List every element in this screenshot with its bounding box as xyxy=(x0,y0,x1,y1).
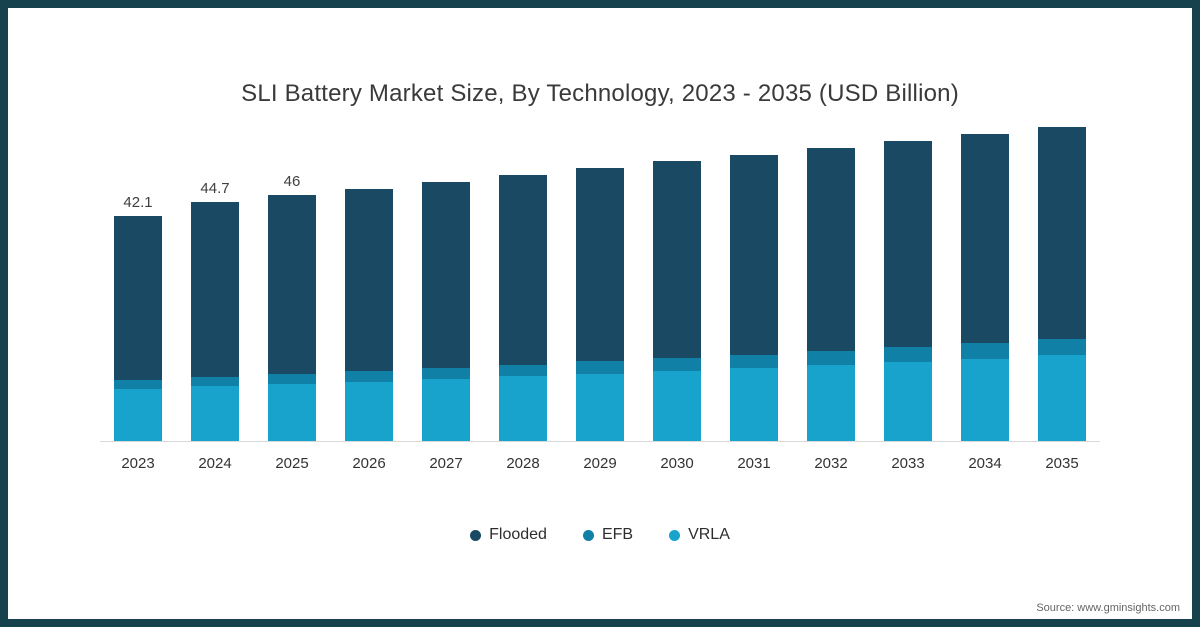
x-tick-2035: 2035 xyxy=(1045,455,1079,472)
segment-vrla-2024 xyxy=(191,386,239,441)
segment-vrla-2030 xyxy=(653,370,701,441)
segment-vrla-2025 xyxy=(268,384,316,441)
segment-vrla-2035 xyxy=(1038,355,1086,441)
segment-efb-2027 xyxy=(422,367,470,379)
segment-efb-2031 xyxy=(730,354,778,369)
bar-2026 xyxy=(345,188,393,441)
source-text: Source: www.gminsights.com xyxy=(1036,602,1180,614)
segment-vrla-2031 xyxy=(730,368,778,441)
legend-item-efb: EFB xyxy=(582,526,634,544)
bar-2031 xyxy=(730,154,778,441)
x-tick-2030: 2030 xyxy=(660,455,694,472)
bar-2033 xyxy=(884,140,932,441)
bar-2035 xyxy=(1038,126,1086,441)
segment-efb-2023 xyxy=(114,379,162,389)
bar-2023: 42.1 xyxy=(114,194,162,441)
segment-flooded-2023 xyxy=(114,215,162,380)
segment-flooded-2024 xyxy=(191,201,239,377)
legend-dot-efb-icon xyxy=(582,529,594,541)
segment-flooded-2034 xyxy=(961,133,1009,344)
segment-efb-2024 xyxy=(191,376,239,387)
x-tick-2025: 2025 xyxy=(275,455,309,472)
x-tick-2034: 2034 xyxy=(968,455,1002,472)
bar-value-label-2024: 44.7 xyxy=(200,179,230,197)
x-axis-labels: 2023 2024 2025 2026 2027 2028 2029 2030 2031 2032… xyxy=(100,455,1100,472)
segment-flooded-2035 xyxy=(1038,126,1086,340)
legend-label-flooded: Flooded xyxy=(489,526,547,543)
segment-efb-2030 xyxy=(653,358,701,371)
segment-efb-2028 xyxy=(499,364,547,377)
legend-item-vrla: VRLA xyxy=(669,526,730,544)
segment-flooded-2033 xyxy=(884,140,932,348)
bar-2032 xyxy=(807,147,855,441)
bar-value-label-2025: 46 xyxy=(283,172,301,190)
segment-vrla-2033 xyxy=(884,361,932,441)
segment-flooded-2028 xyxy=(499,175,547,365)
x-tick-2029: 2029 xyxy=(583,455,617,472)
bar-2025: 46 xyxy=(268,173,316,441)
segment-vrla-2034 xyxy=(961,358,1009,441)
segment-flooded-2031 xyxy=(730,154,778,355)
segment-flooded-2029 xyxy=(576,168,624,362)
x-tick-2026: 2026 xyxy=(352,455,386,472)
legend-label-vrla: VRLA xyxy=(688,526,730,543)
segment-efb-2035 xyxy=(1038,339,1086,356)
bar-2024: 44.7 xyxy=(191,180,239,441)
segment-vrla-2032 xyxy=(807,365,855,441)
segment-efb-2029 xyxy=(576,361,624,374)
x-tick-2032: 2032 xyxy=(814,455,848,472)
segment-vrla-2027 xyxy=(422,378,470,441)
bars-container: 42.1 44.7 46 xyxy=(100,120,1100,442)
legend-label-efb: EFB xyxy=(601,526,634,543)
x-tick-2027: 2027 xyxy=(429,455,463,472)
segment-vrla-2029 xyxy=(576,373,624,441)
segment-efb-2026 xyxy=(345,370,393,382)
segment-vrla-2026 xyxy=(345,381,393,441)
plot-area: 42.1 44.7 46 2023 2024 2025 2026 2027 2028 2029 2… xyxy=(100,120,1100,472)
x-tick-2031: 2031 xyxy=(737,455,771,472)
x-tick-2024: 2024 xyxy=(198,455,232,472)
bar-2030 xyxy=(653,161,701,441)
segment-flooded-2025 xyxy=(268,194,316,375)
bar-2029 xyxy=(576,168,624,441)
segment-efb-2033 xyxy=(884,347,932,362)
segment-efb-2025 xyxy=(268,374,316,385)
segment-flooded-2032 xyxy=(807,147,855,352)
segment-flooded-2026 xyxy=(345,188,393,371)
bar-2028 xyxy=(499,175,547,441)
legend-item-flooded: Flooded xyxy=(470,526,547,544)
bar-2034 xyxy=(961,133,1009,441)
x-tick-2023: 2023 xyxy=(121,455,155,472)
legend: Flooded EFB VRLA xyxy=(48,526,1152,544)
x-tick-2028: 2028 xyxy=(506,455,540,472)
legend-dot-flooded-icon xyxy=(470,529,482,541)
bar-2027 xyxy=(422,182,470,441)
segment-flooded-2030 xyxy=(653,161,701,359)
legend-dot-vrla-icon xyxy=(669,529,681,541)
segment-vrla-2028 xyxy=(499,376,547,441)
segment-efb-2032 xyxy=(807,351,855,365)
bar-value-label-2023: 42.1 xyxy=(123,193,153,211)
segment-efb-2034 xyxy=(961,343,1009,359)
chart-title: SLI Battery Market Size, By Technology, … xyxy=(241,80,959,107)
x-tick-2033: 2033 xyxy=(891,455,925,472)
segment-vrla-2023 xyxy=(114,388,162,441)
segment-flooded-2027 xyxy=(422,182,470,368)
